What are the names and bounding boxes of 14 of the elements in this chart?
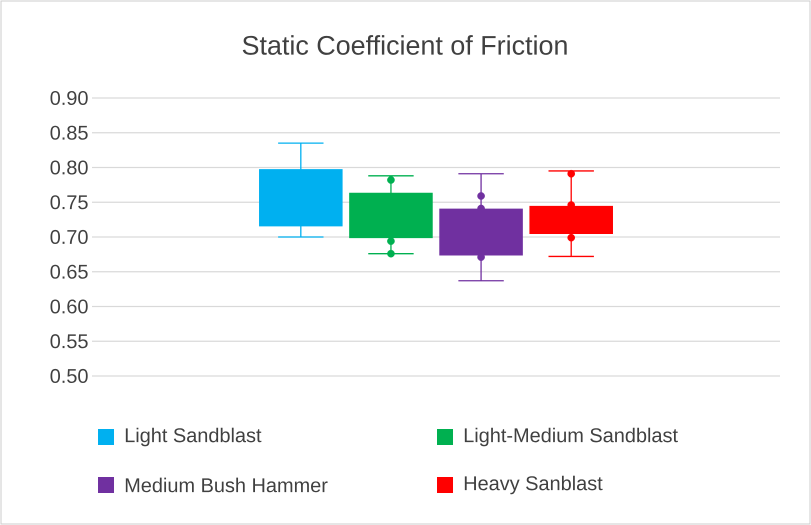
- y-tick-label: 0.50: [50, 368, 88, 384]
- y-tick-label: 0.90: [50, 90, 88, 106]
- chart-title: Static Coefficient of Friction: [242, 35, 567, 55]
- legend-label: Light Sandblast: [126, 428, 262, 446]
- y-tick-label: 0.85: [50, 126, 88, 140]
- legend-label: Heavy Sanblast: [464, 476, 603, 494]
- y-tick-label: 0.55: [50, 334, 88, 348]
- y-tick-label: 0.70: [50, 230, 88, 244]
- legend-label: Medium Bush Hammer: [126, 478, 328, 492]
- y-tick-label: 0.60: [50, 299, 88, 314]
- y-tick-label: 0.65: [50, 264, 88, 279]
- y-tick-label: 0.75: [50, 195, 88, 210]
- y-tick-label: 0.80: [50, 160, 88, 175]
- legend-label: Light-Medium Sandblast: [464, 428, 678, 446]
